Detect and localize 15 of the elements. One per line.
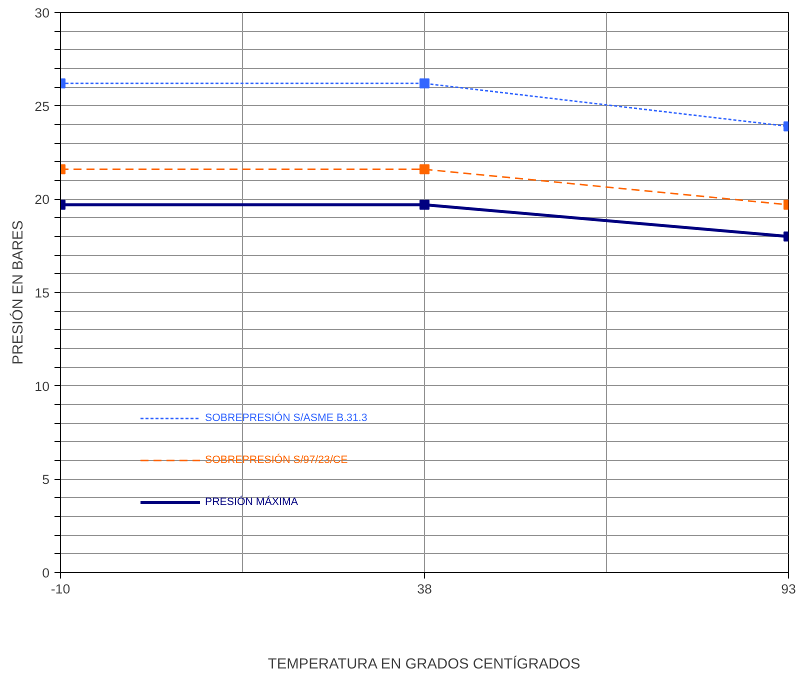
text: SOBREPRESIÓN S/ASME B.31.3 — [205, 412, 368, 424]
x-axis-title: TEMPERATURA EN GRADOS CENTÍGRADOS — [268, 656, 581, 672]
y-tick-label: 15 — [34, 286, 50, 300]
y-tick-label: 20 — [34, 192, 50, 208]
x-tick-label: -10 — [50, 582, 70, 596]
x-tick-label: 38 — [417, 582, 432, 596]
y-tick-label: 25 — [34, 98, 50, 114]
y-tick-label: 30 — [34, 6, 50, 20]
y-tick-label: 0 — [42, 566, 50, 580]
text: SOBREPRESIÓN S/97/23/CE — [205, 454, 348, 466]
y-axis-title: PRESIÓN EN BARES — [10, 220, 27, 365]
text: PRESIÓN MÁXIMA — [205, 496, 298, 508]
x-tick-label: 93 — [781, 582, 796, 596]
y-tick-label: 5 — [42, 472, 50, 488]
y-tick-label: 10 — [34, 378, 50, 394]
